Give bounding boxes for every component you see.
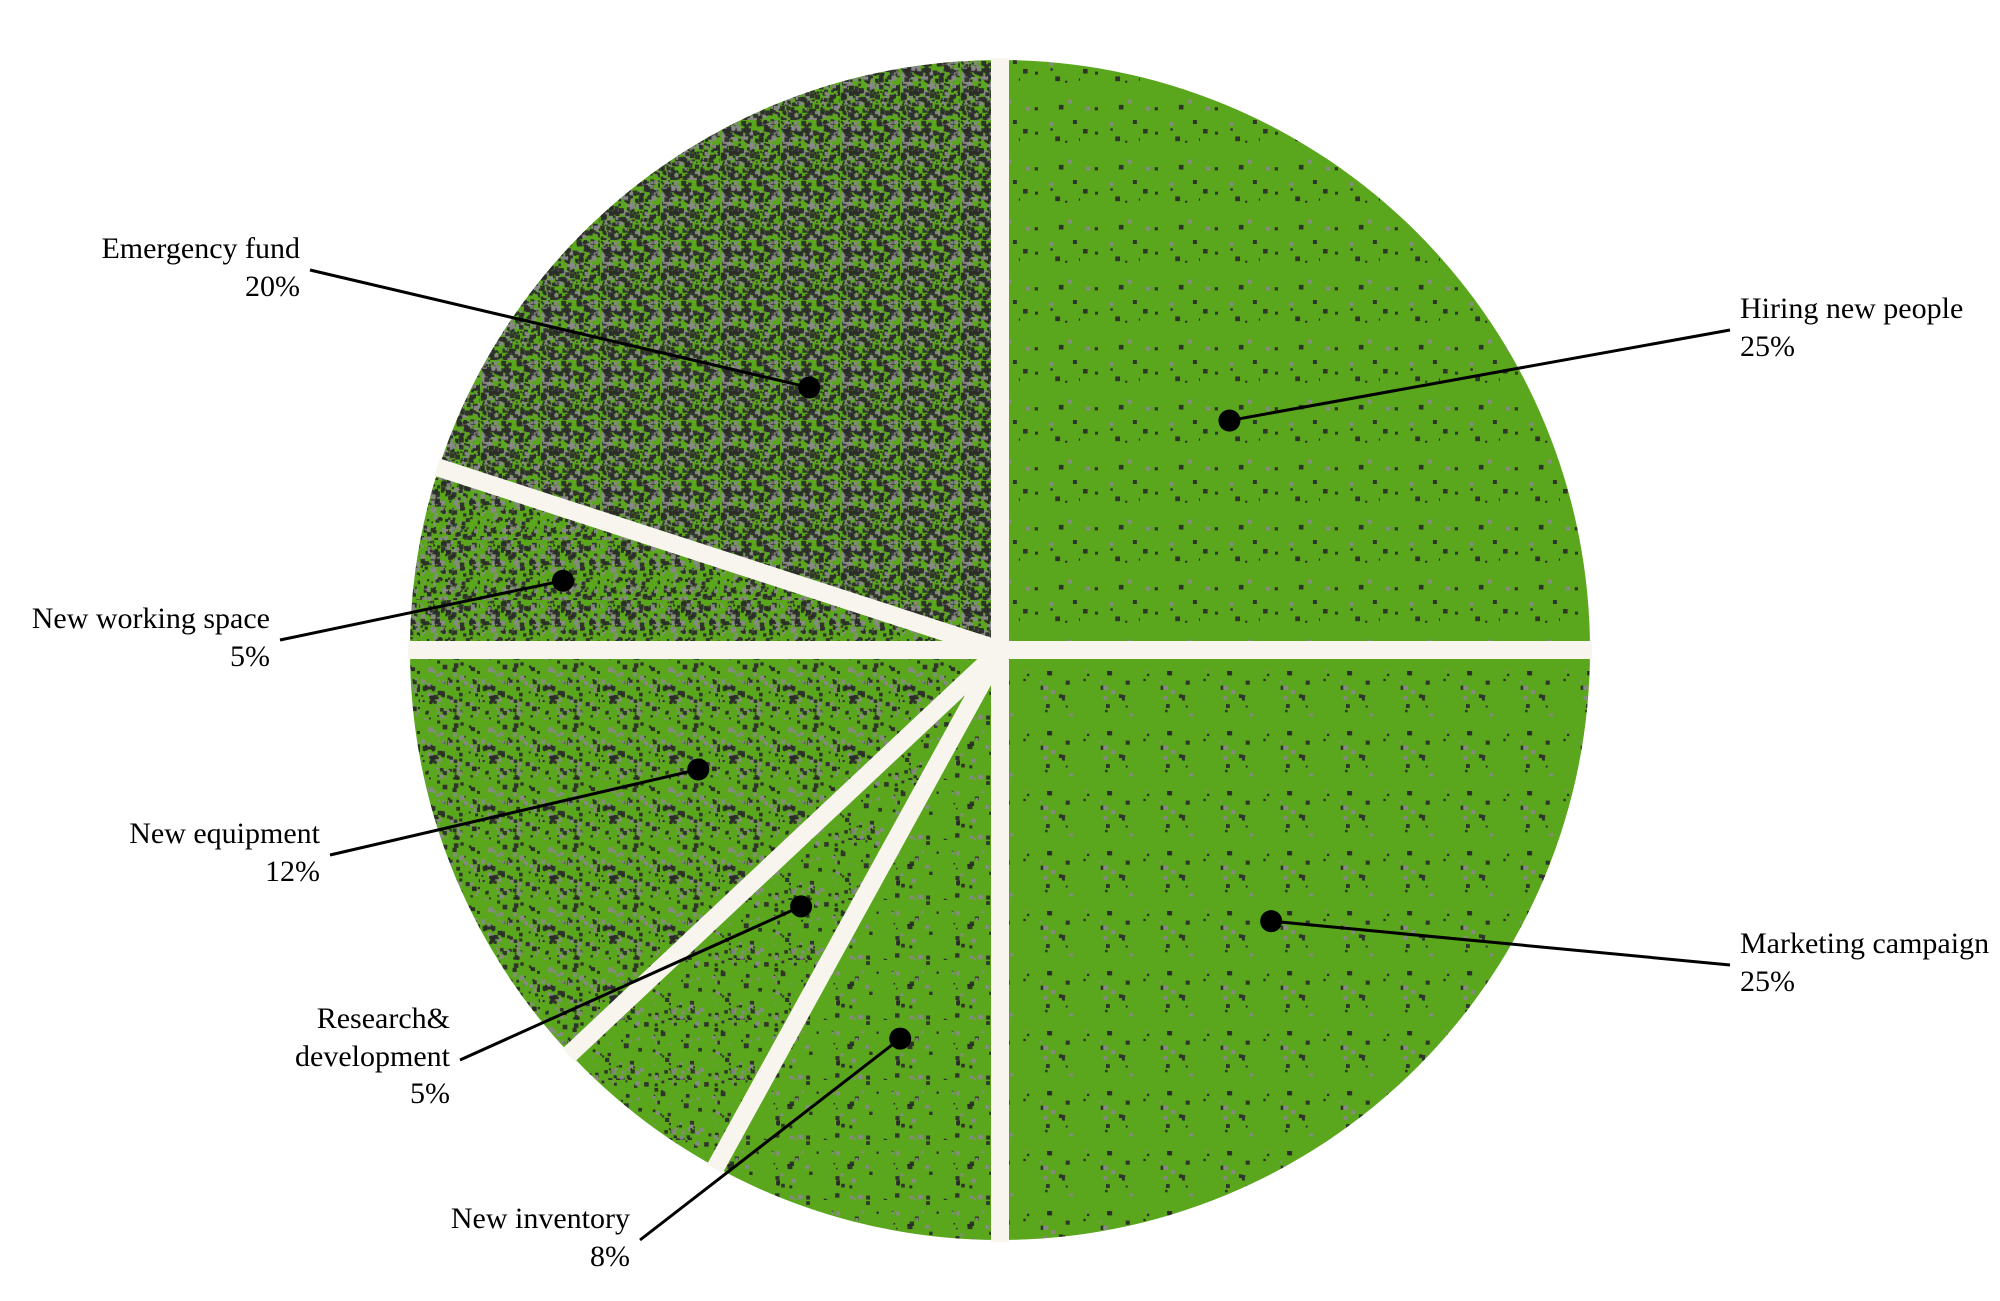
leader-dot-space (552, 570, 574, 592)
pie-chart-stage: Hiring new people 25% Marketing campaign … (0, 0, 2000, 1301)
slice-label-inventory: New inventory 8% (451, 1200, 630, 1275)
leader-dot-research (790, 895, 812, 917)
slice-label-emergency: Emergency fund 20% (101, 230, 300, 305)
leader-dot-marketing (1260, 910, 1282, 932)
slice-label-space: New working space 5% (32, 600, 270, 675)
slice-label-equipment: New equipment 12% (129, 815, 320, 890)
slice-label-research: Research& development 5% (295, 1000, 450, 1113)
leader-dot-hiring (1218, 410, 1240, 432)
slice-label-marketing: Marketing campaign 25% (1740, 925, 1989, 1000)
slice-label-hiring: Hiring new people 25% (1740, 290, 1963, 365)
leader-dot-emergency (798, 376, 820, 398)
leader-dot-equipment (687, 758, 709, 780)
leader-dot-inventory (889, 1028, 911, 1050)
